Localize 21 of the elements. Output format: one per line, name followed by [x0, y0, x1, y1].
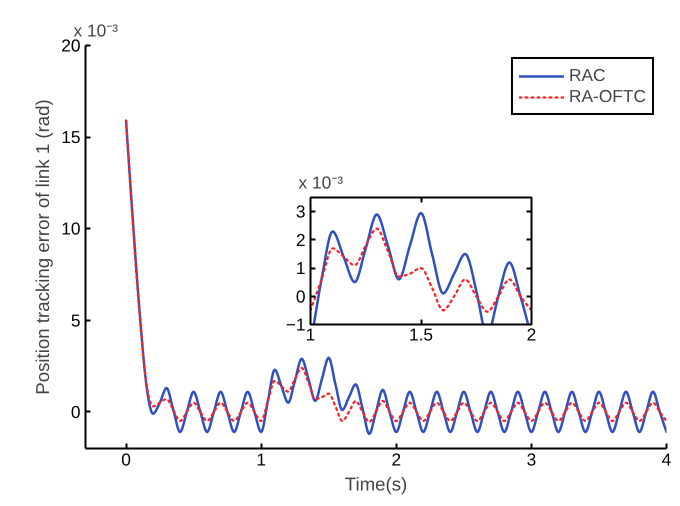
y-tick-label: 3 — [296, 202, 306, 222]
y-axis-title: Position tracking error of link 1 (rad) — [32, 99, 54, 395]
x-tick-label: 1.5 — [408, 324, 434, 344]
y-tick-label: 0 — [296, 286, 306, 306]
x-axis-title: Time(s) — [344, 474, 408, 494]
x-tick-label: 1 — [256, 450, 266, 470]
y-tick-label: 0 — [70, 402, 81, 422]
x-tick-label: 2 — [526, 324, 536, 344]
legend-label: RAC — [568, 65, 606, 86]
x-tick-label: 4 — [662, 450, 672, 470]
y-tick-label: 5 — [70, 310, 81, 330]
x-tick-label: 0 — [121, 450, 131, 470]
y-tick-label: −1 — [286, 314, 306, 334]
y-tick-label: 2 — [296, 230, 306, 250]
y-tick-label: 10 — [61, 218, 81, 239]
y-tick-label: 1 — [296, 258, 306, 278]
x-tick-label: 3 — [526, 450, 536, 470]
legend-label: RA-OFTC — [568, 86, 646, 107]
x-tick-label: 2 — [391, 450, 402, 470]
y-tick-label: 15 — [61, 127, 81, 148]
annotation: x 10⁻³ — [298, 172, 344, 192]
